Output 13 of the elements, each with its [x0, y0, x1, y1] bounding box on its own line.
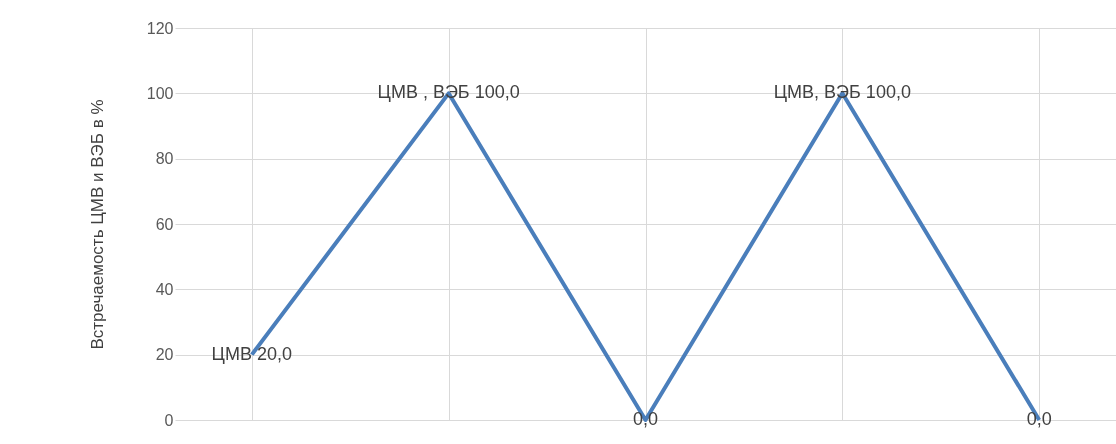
y-tick-label: 120	[146, 19, 174, 37]
y-tick-label: 40	[155, 280, 174, 298]
data-label: ЦМВ, ВЭБ 100,0	[773, 82, 911, 103]
y-tick-label: 0	[164, 411, 174, 429]
data-label: 0,0	[1026, 409, 1052, 429]
data-label: ЦМВ 20,0	[211, 343, 292, 364]
y-tick-label: 80	[155, 150, 174, 168]
data-label: 0,0	[632, 409, 659, 429]
data-label: ЦМВ , ВЭБ 100,0	[377, 82, 520, 103]
y-tick-label: 100	[146, 84, 174, 102]
y-axis-title: Встречаемость ЦМВ и ВЭБ в %	[87, 99, 107, 350]
y-tick-label: 20	[155, 346, 174, 364]
y-tick-label: 60	[155, 215, 174, 233]
